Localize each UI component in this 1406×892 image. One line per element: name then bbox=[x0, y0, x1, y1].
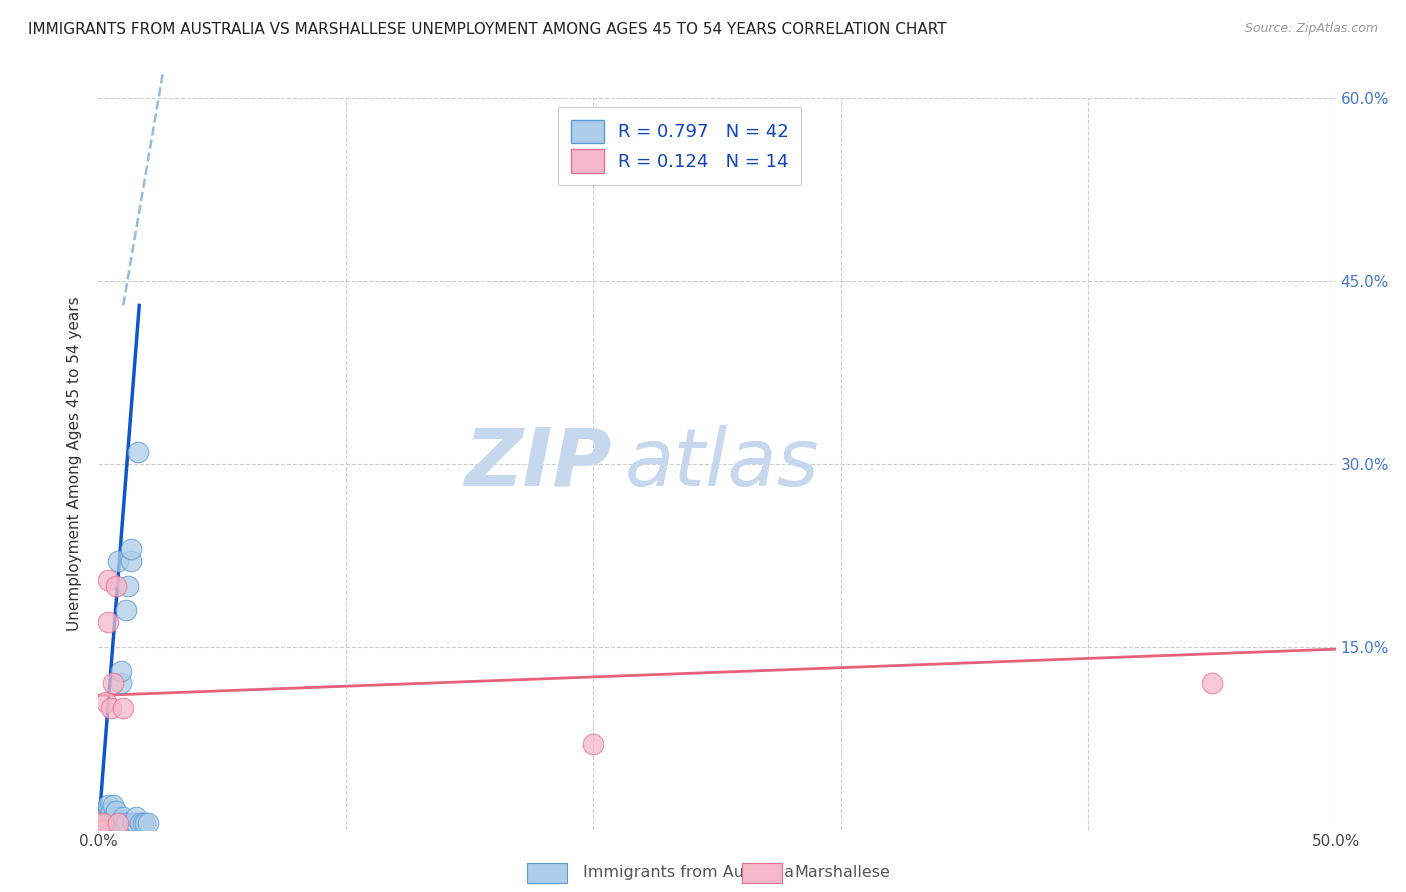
Text: IMMIGRANTS FROM AUSTRALIA VS MARSHALLESE UNEMPLOYMENT AMONG AGES 45 TO 54 YEARS : IMMIGRANTS FROM AUSTRALIA VS MARSHALLESE… bbox=[28, 22, 946, 37]
Point bbox=[122, 816, 145, 830]
Text: Marshallese: Marshallese bbox=[794, 865, 890, 880]
Point bbox=[93, 822, 115, 837]
Point bbox=[104, 805, 127, 819]
Point bbox=[110, 664, 132, 678]
Text: atlas: atlas bbox=[624, 425, 820, 503]
Point bbox=[94, 810, 117, 824]
Point bbox=[100, 808, 122, 822]
Point bbox=[93, 813, 115, 827]
Point bbox=[136, 816, 159, 830]
Point bbox=[120, 542, 142, 557]
Point bbox=[110, 676, 132, 690]
Text: Source: ZipAtlas.com: Source: ZipAtlas.com bbox=[1244, 22, 1378, 36]
Point bbox=[127, 444, 149, 458]
Legend: R = 0.797   N = 42, R = 0.124   N = 14: R = 0.797 N = 42, R = 0.124 N = 14 bbox=[558, 107, 801, 186]
Point bbox=[103, 798, 125, 813]
Point bbox=[94, 695, 117, 709]
Point bbox=[129, 816, 152, 830]
Point bbox=[107, 554, 129, 568]
Point bbox=[97, 615, 120, 630]
Point bbox=[112, 700, 135, 714]
Point bbox=[124, 810, 146, 824]
Point bbox=[93, 816, 115, 830]
Point bbox=[103, 816, 125, 830]
Point bbox=[582, 737, 605, 751]
Text: ZIP: ZIP bbox=[464, 425, 612, 503]
Point bbox=[90, 816, 112, 830]
Point bbox=[90, 810, 112, 824]
Point bbox=[124, 816, 146, 830]
Point bbox=[97, 573, 120, 587]
Text: Immigrants from Australia: Immigrants from Australia bbox=[583, 865, 794, 880]
Point bbox=[1201, 676, 1223, 690]
Point bbox=[103, 676, 125, 690]
Point bbox=[100, 822, 122, 837]
Point bbox=[104, 816, 127, 830]
Point bbox=[132, 816, 155, 830]
Point bbox=[90, 822, 112, 837]
Point bbox=[120, 554, 142, 568]
Point bbox=[107, 816, 129, 830]
Point bbox=[112, 810, 135, 824]
Point bbox=[104, 579, 127, 593]
Point bbox=[94, 822, 117, 837]
Point bbox=[97, 798, 120, 813]
Point bbox=[117, 579, 139, 593]
Point bbox=[94, 816, 117, 830]
Point bbox=[100, 805, 122, 819]
Point bbox=[97, 816, 120, 830]
Point bbox=[93, 816, 115, 830]
Point bbox=[114, 816, 136, 830]
Point bbox=[97, 810, 120, 824]
Point bbox=[93, 822, 115, 837]
Point bbox=[100, 700, 122, 714]
Point bbox=[97, 822, 120, 837]
Point bbox=[90, 816, 112, 830]
Point bbox=[114, 603, 136, 617]
Point bbox=[134, 816, 156, 830]
Point bbox=[104, 810, 127, 824]
Point bbox=[112, 816, 135, 830]
Point bbox=[112, 822, 135, 837]
Point bbox=[100, 816, 122, 830]
Point bbox=[107, 816, 129, 830]
Point bbox=[103, 810, 125, 824]
Y-axis label: Unemployment Among Ages 45 to 54 years: Unemployment Among Ages 45 to 54 years bbox=[67, 296, 83, 632]
